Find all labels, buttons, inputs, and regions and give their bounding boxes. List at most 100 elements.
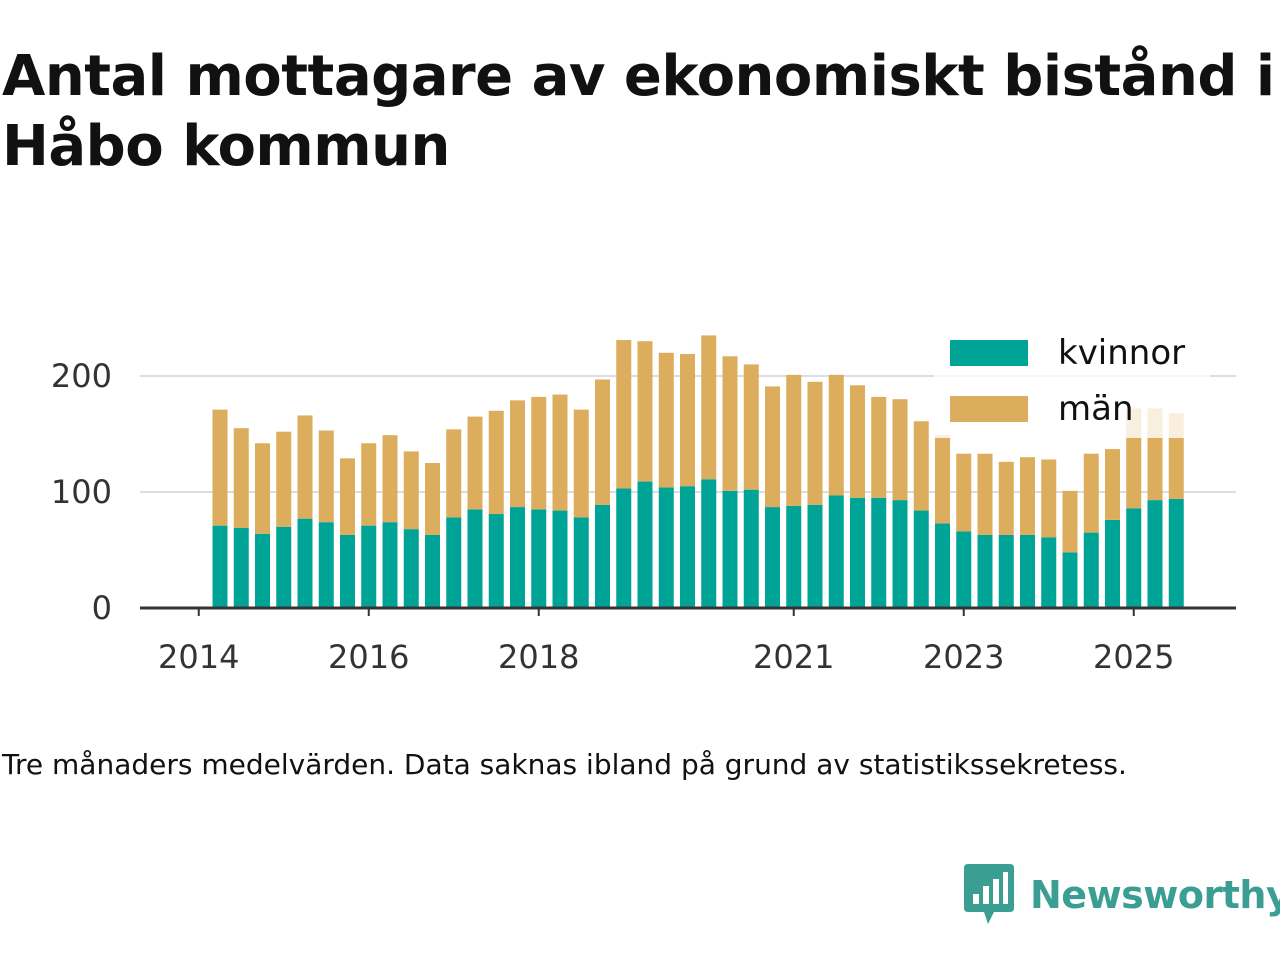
bar-kvinnor (1020, 534, 1035, 608)
bars (212, 335, 1184, 608)
bar-kvinnor (446, 517, 462, 608)
bar-man (680, 353, 695, 487)
bar-kvinnor (1147, 500, 1163, 608)
bar-kvinnor (1168, 498, 1184, 608)
bar-kvinnor (340, 534, 355, 608)
bar-man (828, 374, 844, 496)
x-tick-label: 2016 (328, 638, 409, 676)
bar-kvinnor (765, 507, 780, 608)
bar-man (425, 463, 440, 535)
bar-kvinnor (233, 527, 249, 608)
bar-kvinnor (913, 510, 929, 608)
bar-man (510, 400, 525, 508)
bar-kvinnor (403, 529, 419, 608)
bar-man (722, 356, 738, 491)
bar-man (467, 416, 483, 510)
y-tick-label: 100 (51, 473, 112, 511)
bar-man (765, 386, 780, 508)
bar-kvinnor (828, 495, 844, 608)
bar-kvinnor (488, 514, 504, 608)
legend-label: män (1058, 389, 1134, 429)
bar-man (212, 409, 228, 526)
bar-kvinnor (318, 522, 334, 608)
brand-name: Newsworthy (1030, 873, 1280, 917)
y-tick-label: 0 (92, 589, 112, 627)
bar-kvinnor (935, 523, 950, 608)
x-tick-label: 2018 (498, 638, 579, 676)
bar-man (595, 379, 610, 505)
bar-kvinnor (382, 522, 398, 608)
bar-kvinnor (361, 525, 377, 608)
bar-man (871, 396, 887, 498)
bar-kvinnor (255, 533, 270, 608)
bar-man (935, 435, 950, 524)
y-tick-label: 200 (51, 357, 112, 395)
bar-man (1062, 490, 1078, 553)
bar-kvinnor (722, 490, 738, 608)
footnote: Tre månaders medelvärden. Data saknas ib… (2, 748, 1127, 781)
bar-kvinnor (807, 504, 823, 608)
bar-man (531, 396, 547, 510)
bar-kvinnor (1083, 532, 1099, 608)
bar-man (956, 453, 972, 532)
bar-man (255, 443, 270, 534)
bar-man (276, 431, 292, 527)
bar-man (361, 443, 377, 526)
legend: kvinnor män (934, 330, 1210, 438)
bar-man (403, 451, 419, 530)
bar-man (998, 461, 1014, 535)
bar-man (488, 410, 504, 515)
bar-man (318, 430, 334, 523)
bar-man (1105, 449, 1120, 520)
bar-man (658, 352, 674, 488)
x-tick-label: 2025 (1093, 638, 1174, 676)
bar-man (701, 335, 717, 480)
bar-kvinnor (276, 526, 292, 608)
bar-man (552, 394, 568, 511)
bar-man (850, 385, 865, 498)
bar-man (1020, 457, 1035, 535)
bar-kvinnor (977, 534, 993, 608)
bar-kvinnor (680, 486, 695, 608)
bar-man (977, 453, 993, 535)
y-axis-labels: 0 100 200 (51, 357, 112, 627)
bar-kvinnor (552, 510, 568, 608)
bar-kvinnor (892, 500, 908, 608)
chart-title: Antal mottagare av ekonomiskt bistånd i … (2, 44, 1275, 179)
legend-swatch (950, 396, 1028, 422)
bar-kvinnor (701, 479, 717, 608)
bar-kvinnor (1105, 519, 1120, 608)
bar-kvinnor (1062, 552, 1078, 608)
bar-man (616, 340, 632, 489)
bar-man (382, 435, 398, 523)
legend-swatch (950, 340, 1028, 366)
x-tick-label: 2014 (158, 638, 239, 676)
bar-kvinnor (1041, 537, 1057, 608)
bar-kvinnor (297, 518, 313, 608)
brand: Newsworthy (964, 864, 1280, 926)
bar-kvinnor (850, 497, 865, 608)
bar-kvinnor (595, 504, 610, 608)
bar-kvinnor (425, 534, 440, 608)
bar-man (573, 409, 589, 518)
bar-kvinnor (1126, 508, 1142, 608)
bar-kvinnor (616, 488, 632, 608)
bar-kvinnor (786, 505, 802, 608)
bar-man (637, 341, 653, 482)
bar-man (233, 428, 249, 528)
bar-kvinnor (573, 517, 589, 608)
bar-kvinnor (956, 531, 972, 608)
bar-kvinnor (510, 507, 525, 608)
x-tick-label: 2021 (753, 638, 834, 676)
bar-man (1083, 453, 1099, 533)
bar-man (446, 429, 462, 518)
bar-man (743, 364, 759, 490)
bar-kvinnor (637, 481, 653, 608)
bar-man (807, 381, 823, 505)
bar-kvinnor (998, 534, 1014, 608)
x-tick-label: 2023 (923, 638, 1004, 676)
bar-man (340, 458, 355, 535)
bar-kvinnor (871, 497, 887, 608)
bar-man (913, 421, 929, 511)
